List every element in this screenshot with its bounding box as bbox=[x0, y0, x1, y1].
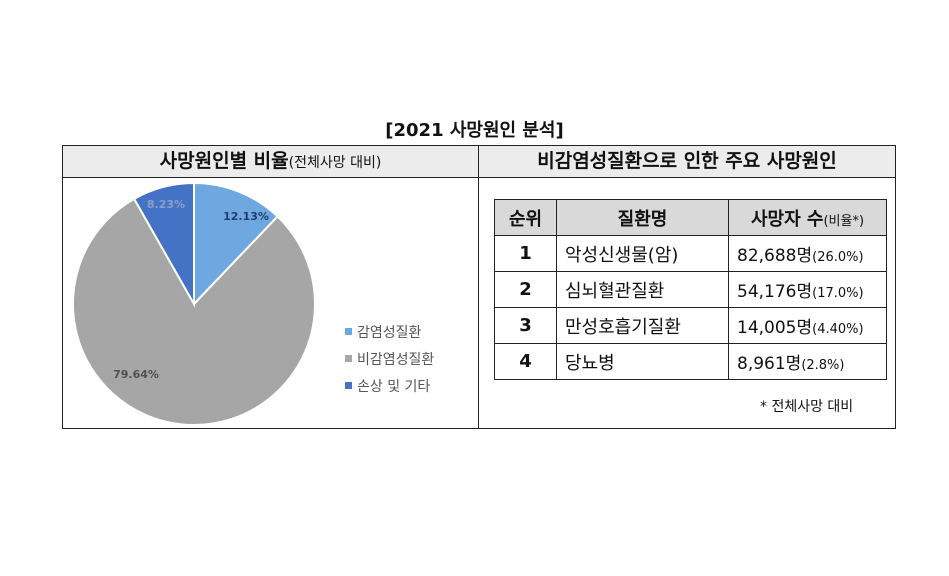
legend-label: 감염성질환 bbox=[357, 324, 422, 341]
rank-cell: 4 bbox=[494, 343, 557, 380]
right-panel-header: 비감염성질환으로 인한 주요 사망원인 bbox=[479, 146, 895, 178]
table-row: 4 당뇨병 8,961명(2.8%) bbox=[494, 343, 887, 380]
table-footnote: * 전체사망 대비 bbox=[760, 399, 854, 415]
deaths-pct: (2.8%) bbox=[801, 358, 845, 373]
legend-label: 손상 및 기타 bbox=[357, 378, 431, 395]
table-row: 3 만성호흡기질환 14,005명(4.40%) bbox=[494, 307, 887, 344]
legend-item-injury: 손상 및 기타 bbox=[345, 372, 434, 399]
deaths-cell: 8,961명(2.8%) bbox=[728, 343, 887, 380]
pie-slice-injury bbox=[132, 182, 195, 308]
rank-cell: 1 bbox=[494, 235, 557, 272]
deaths-pct: (4.40%) bbox=[812, 322, 864, 337]
pie-label-noninfectious: 79.64% bbox=[113, 368, 159, 381]
death-cause-table: 순위 질환명 사망자 수(비율*) 1 악성신생물(암) 82,688명(26.… bbox=[494, 199, 887, 380]
col-header-rank: 순위 bbox=[494, 199, 557, 236]
col-header-disease: 질환명 bbox=[556, 199, 729, 236]
pie-slice-noninfectious bbox=[73, 197, 316, 426]
deaths-count: 14,005명 bbox=[737, 318, 813, 338]
content-frame: 사망원인별 비율(전체사망 대비) 비감염성질환으로 인한 주요 사망원인 12… bbox=[62, 145, 896, 429]
table-row: 2 심뇌혈관질환 54,176명(17.0%) bbox=[494, 271, 887, 308]
deaths-pct: (26.0%) bbox=[812, 250, 864, 265]
rank-cell: 2 bbox=[494, 271, 557, 308]
deaths-count: 8,961명 bbox=[737, 354, 802, 374]
left-panel-header: 사망원인별 비율(전체사망 대비) bbox=[63, 146, 478, 178]
pie-chart: 12.13% 79.64% 8.23% bbox=[73, 182, 316, 426]
disease-cell: 당뇨병 bbox=[556, 343, 729, 380]
col-header-deaths-sub: (비율*) bbox=[823, 213, 865, 229]
col-header-deaths: 사망자 수(비율*) bbox=[728, 199, 887, 236]
pie-label-infectious: 12.13% bbox=[223, 210, 269, 223]
disease-cell: 심뇌혈관질환 bbox=[556, 271, 729, 308]
legend-swatch-noninfectious bbox=[345, 355, 352, 362]
legend-swatch-infectious bbox=[345, 328, 352, 335]
pie-legend: 감염성질환 비감염성질환 손상 및 기타 bbox=[345, 318, 434, 399]
pie-label-injury: 8.23% bbox=[147, 198, 185, 211]
deaths-cell: 14,005명(4.40%) bbox=[728, 307, 887, 344]
deaths-count: 82,688명 bbox=[737, 246, 813, 266]
left-header-sub: (전체사망 대비) bbox=[288, 155, 382, 171]
disease-cell: 만성호흡기질환 bbox=[556, 307, 729, 344]
deaths-pct: (17.0%) bbox=[812, 286, 864, 301]
legend-item-noninfectious: 비감염성질환 bbox=[345, 345, 434, 372]
left-header-main: 사망원인별 비율 bbox=[159, 150, 289, 172]
legend-item-infectious: 감염성질환 bbox=[345, 318, 434, 345]
disease-cell: 악성신생물(암) bbox=[556, 235, 729, 272]
panel-divider bbox=[478, 146, 479, 428]
right-header-title: 비감염성질환으로 인한 주요 사망원인 bbox=[537, 150, 837, 172]
rank-cell: 3 bbox=[494, 307, 557, 344]
deaths-cell: 54,176명(17.0%) bbox=[728, 271, 887, 308]
col-header-deaths-main: 사망자 수 bbox=[750, 208, 824, 230]
deaths-cell: 82,688명(26.0%) bbox=[728, 235, 887, 272]
legend-swatch-injury bbox=[345, 382, 352, 389]
table-header-row: 순위 질환명 사망자 수(비율*) bbox=[494, 199, 887, 236]
page-title: [2021 사망원인 분석] bbox=[385, 120, 564, 141]
table-row: 1 악성신생물(암) 82,688명(26.0%) bbox=[494, 235, 887, 272]
pie-slice-infectious bbox=[193, 182, 279, 307]
deaths-count: 54,176명 bbox=[737, 282, 813, 302]
legend-label: 비감염성질환 bbox=[357, 351, 435, 368]
